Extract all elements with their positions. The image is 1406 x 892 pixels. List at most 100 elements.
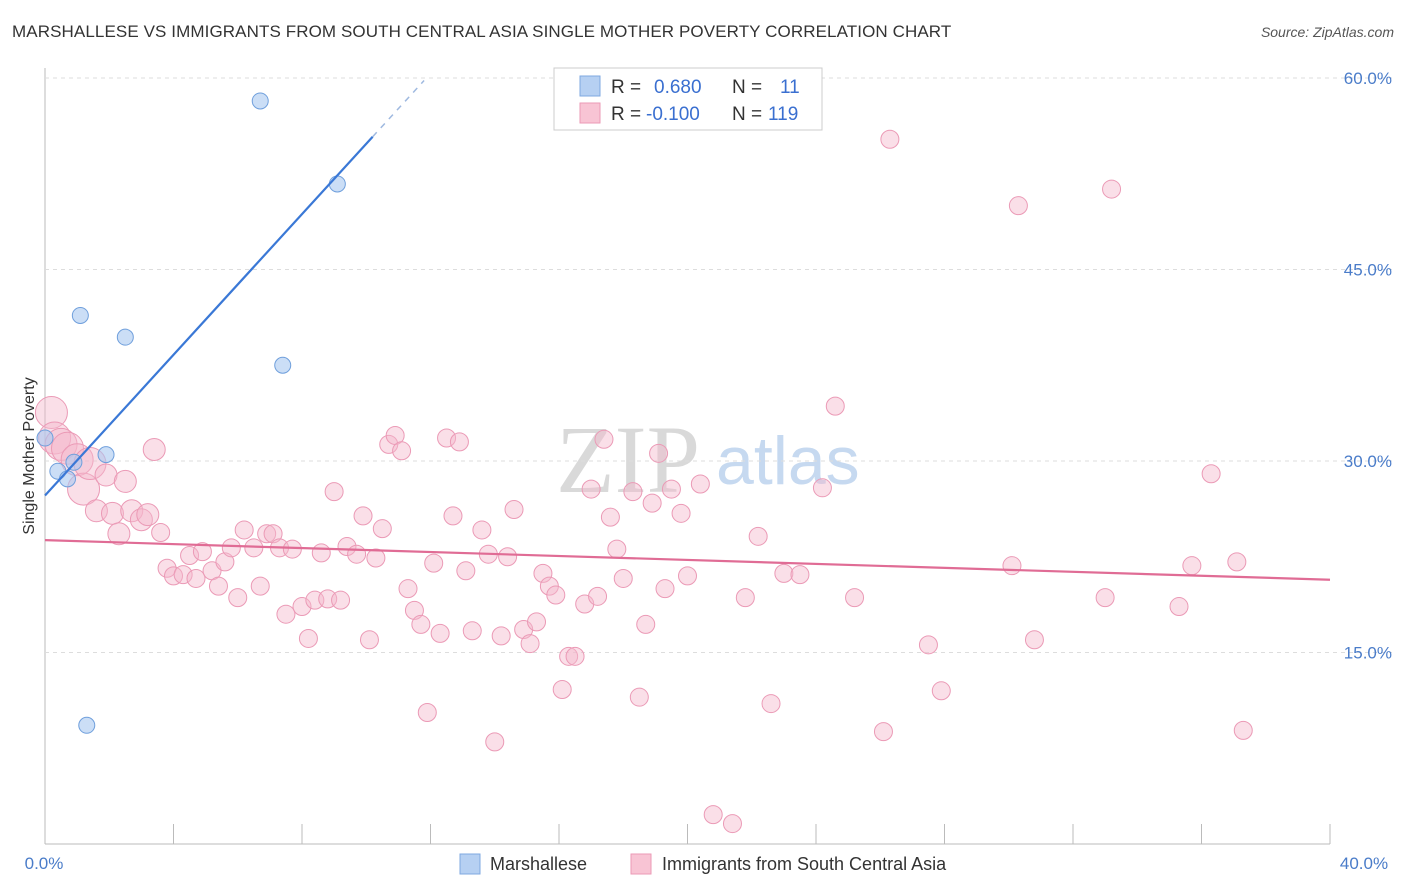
immigrants-point [180,545,200,565]
immigrants-point [424,553,444,573]
immigrants-r-label: R = [611,104,641,125]
immigrants-point [100,501,124,525]
marshallese-point [251,92,269,110]
marshallese-point [274,356,292,374]
immigrants-point [366,548,386,568]
immigrants-point [504,500,524,520]
immigrants-point [790,565,810,585]
y-tick-label: 30.0% [1344,452,1392,471]
immigrants-point [880,129,900,149]
immigrants-point [533,563,553,583]
immigrants-point [311,543,331,563]
x-tick-label-max: 40.0% [1340,854,1388,873]
immigrants-point [164,566,183,586]
immigrants-point [192,542,212,562]
immigrants-point [443,506,463,526]
marshallese-n-label: N = [732,77,762,98]
immigrants-n-label: N = [732,104,762,125]
chart-title: MARSHALLESE VS IMMIGRANTS FROM SOUTH CEN… [12,22,952,41]
immigrants-point [411,614,431,634]
immigrants-point [636,614,656,634]
immigrants-point [722,814,742,834]
immigrants-point [918,635,938,655]
immigrants-point [1095,588,1115,608]
immigrants-point [594,429,614,449]
y-axis-label: Single Mother Poverty [21,377,38,534]
immigrants-point [1169,597,1189,617]
marshallese-point [58,470,76,488]
immigrants-point [186,568,206,588]
immigrants-point [655,579,675,599]
immigrants-point [34,395,68,429]
immigrants-point [151,522,171,542]
immigrants-point [546,585,566,605]
immigrants-point [485,732,505,752]
immigrants-point [298,628,318,648]
y-tick-labels: 15.0% 30.0% 45.0% 60.0% [1344,69,1392,663]
immigrants-point [520,634,540,654]
immigrants-point [671,503,691,523]
immigrants-point [173,565,193,585]
immigrants-point [1201,464,1221,484]
immigrants-point [94,463,118,487]
immigrants-point [337,537,357,557]
immigrants-point [228,588,248,608]
immigrants-point [613,568,633,588]
immigrants-point [735,588,755,608]
immigrants-point [472,520,492,540]
immigrants-point [276,604,296,624]
marshallese-point [36,429,54,447]
immigrants-point [565,646,585,666]
immigrants-r-value: -0.100 [646,104,700,125]
immigrants-point [462,621,482,641]
immigrants-point [417,703,437,723]
immigrants-point [263,524,283,544]
immigrants-point [1024,630,1044,650]
immigrants-point [873,722,893,742]
immigrants-point [1102,179,1122,199]
immigrants-point [282,539,302,559]
bottom-legend-marshallese-label: Marshallese [490,854,587,874]
immigrants-point [581,479,601,499]
marshallese-point [78,716,96,734]
y-tick-label: 60.0% [1344,69,1392,88]
watermark-zip: ZIP [556,406,700,513]
immigrants-point [437,428,457,448]
immigrants-trend-line [44,539,1331,581]
immigrants-point [449,432,469,452]
marshallese-trend-extension [372,80,425,138]
immigrants-point [527,612,547,632]
immigrants-point [136,503,160,527]
watermark-atlas: atlas [716,423,860,499]
immigrants-point [347,544,367,564]
marshallese-r-label: R = [611,77,641,98]
immigrants-point [600,507,620,527]
immigrants-point [761,694,781,714]
immigrants-point [1008,196,1028,216]
immigrants-point [498,547,518,567]
immigrants-point [661,479,681,499]
immigrants-point [642,493,662,513]
trend-lines [44,80,1331,581]
immigrants-point [678,566,697,586]
bottom-legend: Marshallese Immigrants from South Centra… [459,853,947,875]
immigrants-point [629,687,649,707]
immigrants-swatch [579,102,601,124]
immigrants-point [324,482,344,502]
immigrants-point [491,626,511,646]
immigrants-point [1002,556,1022,576]
marshallese-point [97,446,115,464]
immigrants-point [588,586,608,606]
source-label: Source: ZipAtlas.com [1260,24,1394,40]
immigrants-n-value: 119 [768,104,798,125]
immigrants-point [825,396,845,416]
x-tick-label-min: 0.0% [25,854,64,873]
immigrants-point [257,524,277,544]
immigrants-point [1233,720,1253,740]
marshallese-trend-line [44,135,374,497]
y-tick-label: 15.0% [1344,644,1392,663]
immigrants-point [142,438,166,462]
immigrants-point [703,805,723,825]
immigrants-point [559,646,579,666]
immigrants-point [404,600,424,620]
